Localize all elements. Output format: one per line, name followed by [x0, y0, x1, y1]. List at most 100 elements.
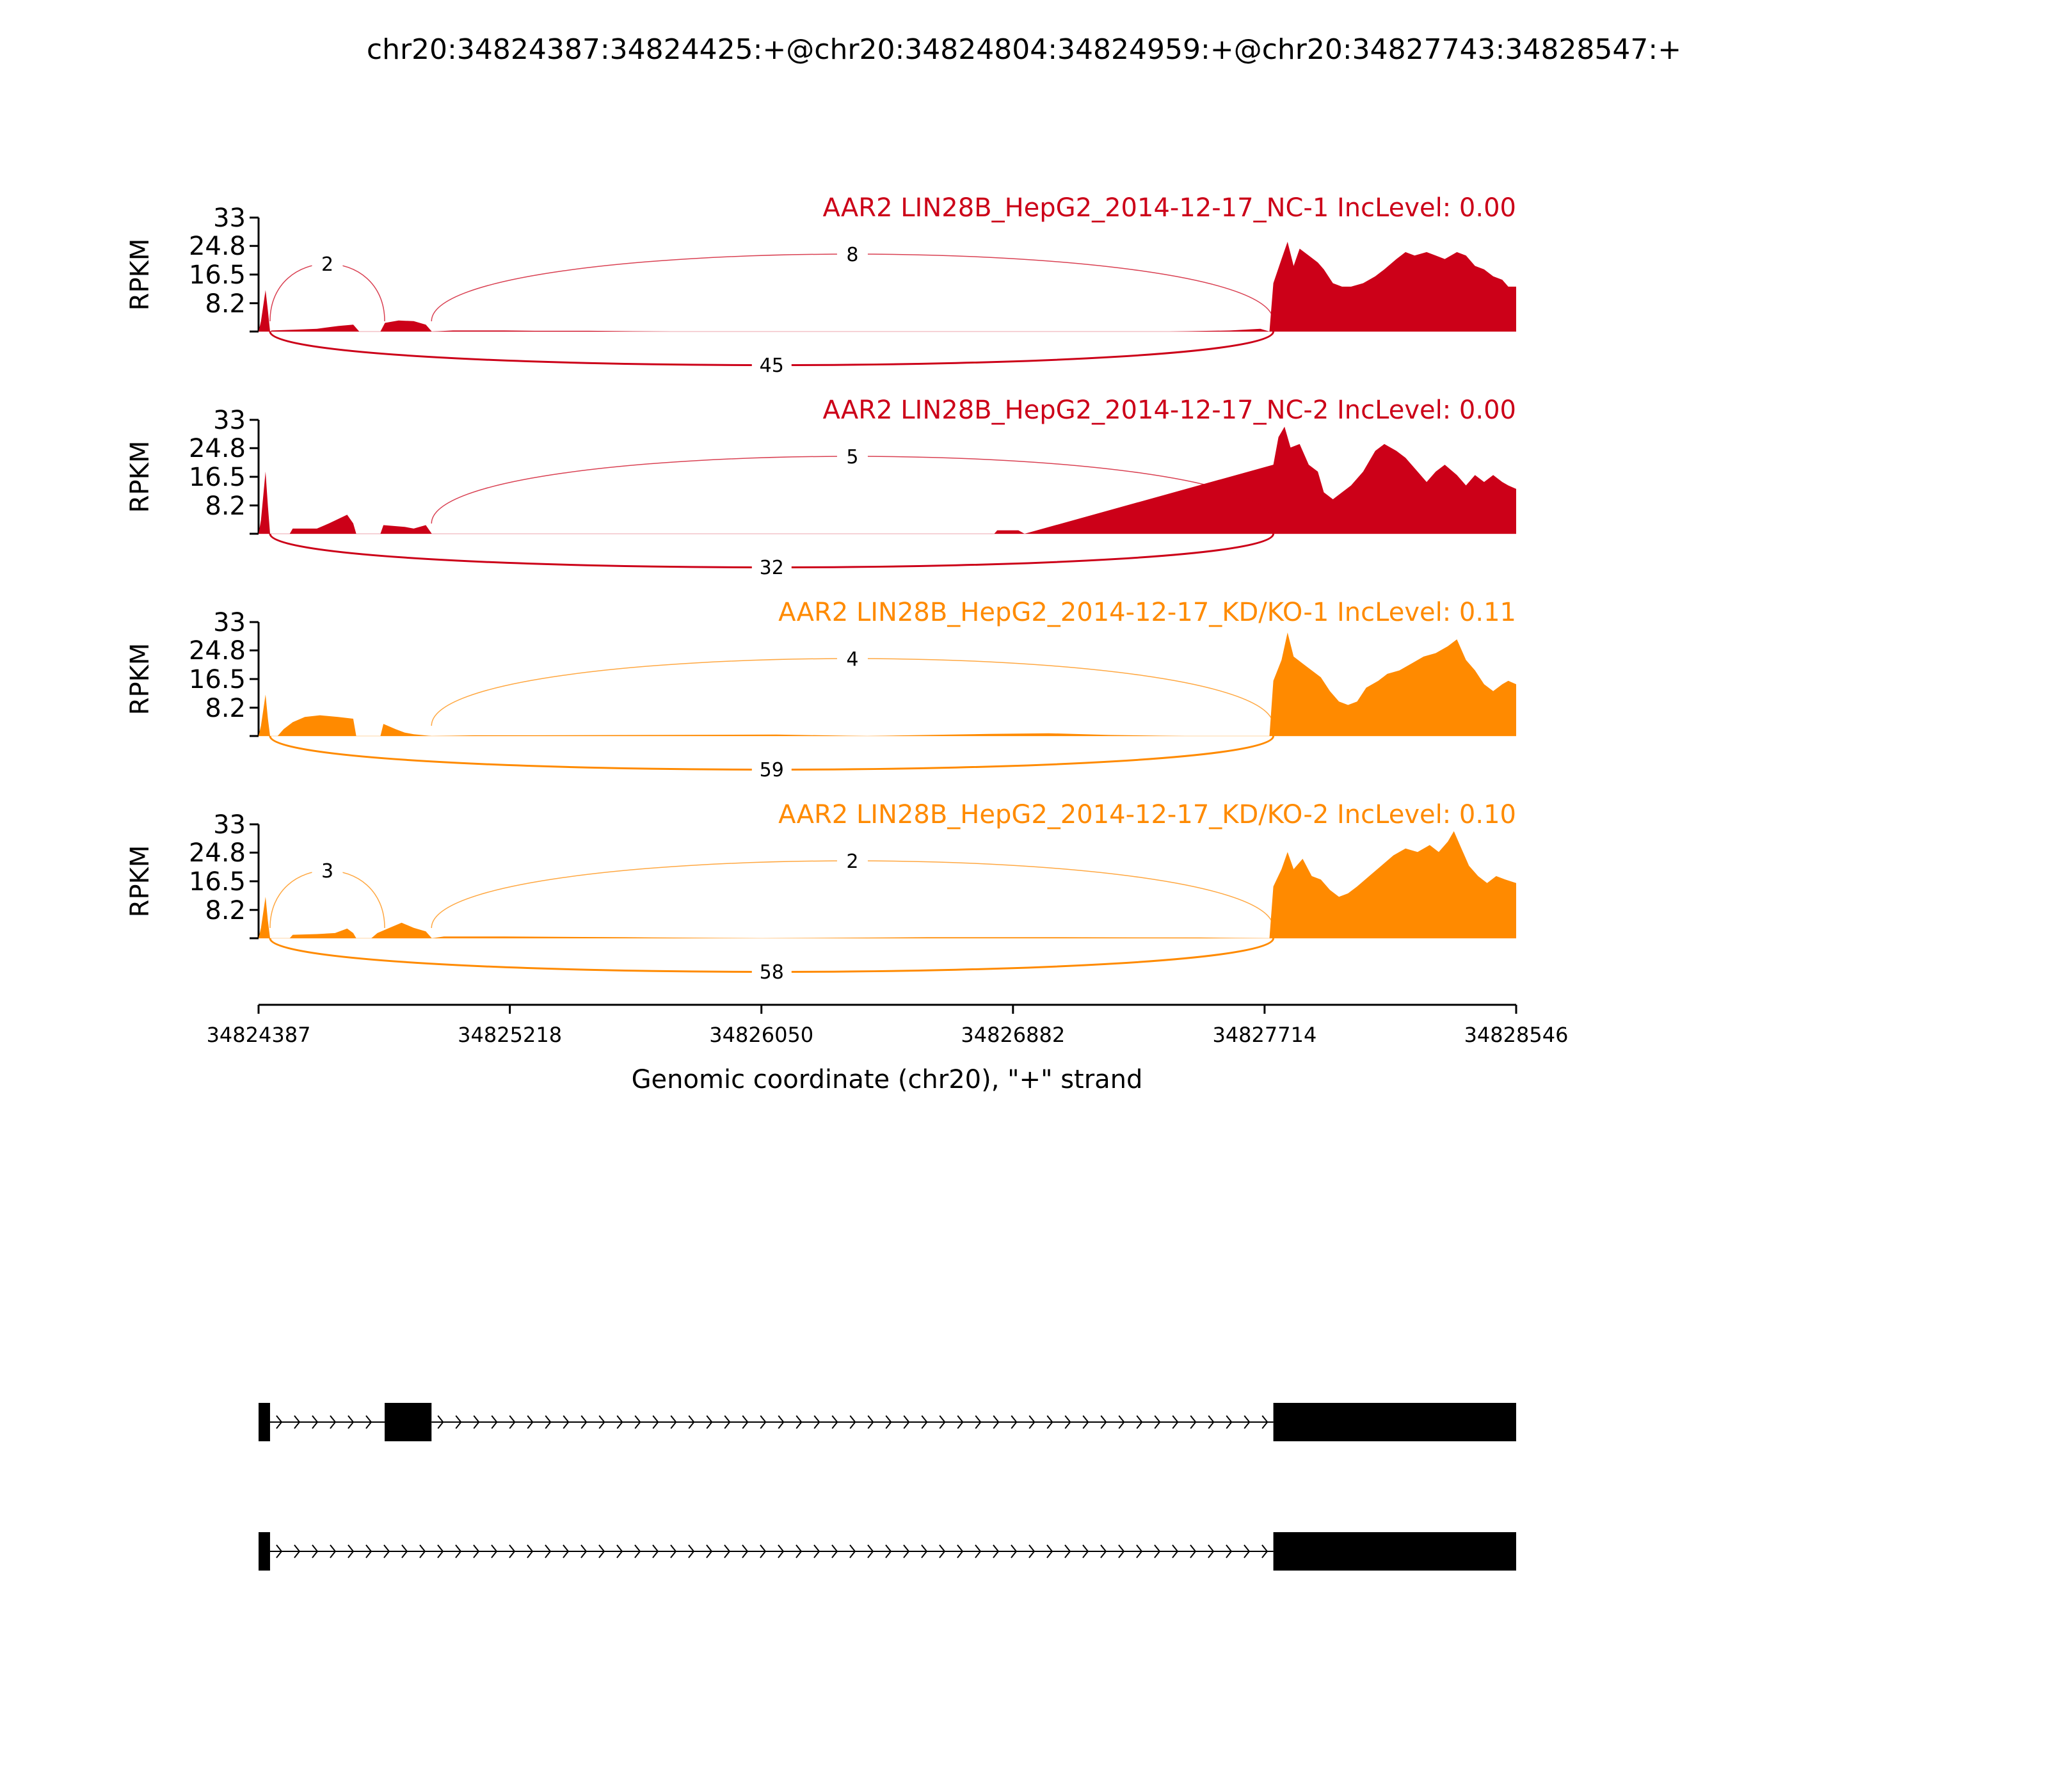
sample-title: AAR2 LIN28B_HepG2_2014-12-17_NC-2 IncLev… — [822, 396, 1516, 425]
coverage-area — [259, 632, 1516, 736]
transcript — [259, 1532, 1516, 1571]
x-tick-label: 34824387 — [207, 1023, 311, 1047]
strand-arrow — [1028, 1544, 1036, 1558]
sample-title: AAR2 LIN28B_HepG2_2014-12-17_KD/KO-1 Inc… — [778, 598, 1516, 627]
strand-arrow — [760, 1544, 767, 1558]
y-tick-label: 8.2 — [205, 492, 246, 521]
strand-arrow — [885, 1544, 892, 1558]
strand-arrow — [670, 1415, 677, 1429]
strand-arrow — [1064, 1544, 1071, 1558]
strand-arrow — [1261, 1415, 1268, 1429]
junction-label-bg — [751, 959, 792, 984]
strand-arrow — [383, 1544, 390, 1558]
strand-arrow — [652, 1544, 659, 1558]
strand-arrow — [975, 1415, 982, 1429]
strand-arrow — [706, 1544, 713, 1558]
junction-label-bg — [751, 554, 792, 580]
y-tick-label: 33 — [213, 810, 246, 840]
strand-arrow — [813, 1415, 820, 1429]
strand-arrow — [1226, 1544, 1233, 1558]
y-tick-label: 8.2 — [205, 289, 246, 319]
strand-arrow — [365, 1544, 372, 1558]
strand-arrow — [1244, 1415, 1251, 1429]
strand-arrow — [1154, 1415, 1161, 1429]
y-axis-label: RPKM — [125, 239, 155, 311]
junction-count-label: 4 — [846, 648, 858, 671]
strand-arrow — [1064, 1415, 1071, 1429]
strand-arrow — [616, 1415, 623, 1429]
strand-arrow — [1082, 1415, 1089, 1429]
strand-arrow — [598, 1544, 605, 1558]
y-tick-label: 16.5 — [189, 463, 246, 492]
strand-arrow — [563, 1544, 570, 1558]
strand-arrow — [437, 1544, 444, 1558]
strand-arrow — [312, 1415, 319, 1429]
strand-arrow — [294, 1415, 301, 1429]
junction-count-label: 45 — [760, 355, 784, 377]
strand-arrow — [688, 1415, 695, 1429]
strand-arrow — [365, 1415, 372, 1429]
strand-arrow — [1244, 1544, 1251, 1558]
strand-arrow — [1136, 1544, 1143, 1558]
strand-arrow — [634, 1415, 641, 1429]
strand-arrow — [437, 1415, 444, 1429]
y-tick-label: 24.8 — [189, 232, 246, 261]
strand-arrow — [473, 1415, 480, 1429]
junction-label-bg — [312, 858, 343, 883]
strand-arrow — [616, 1544, 623, 1558]
strand-arrow — [455, 1415, 462, 1429]
junction-count-label: 59 — [760, 759, 784, 781]
strand-arrow — [831, 1544, 838, 1558]
strand-arrow — [1082, 1544, 1089, 1558]
junction-count-label: 58 — [760, 961, 784, 984]
strand-arrow — [975, 1544, 982, 1558]
exon-block — [259, 1403, 270, 1441]
strand-arrow — [491, 1544, 498, 1558]
strand-arrow — [527, 1415, 534, 1429]
strand-arrow — [957, 1415, 964, 1429]
strand-arrow — [312, 1544, 319, 1558]
strand-arrow — [598, 1415, 605, 1429]
coverage-area — [259, 426, 1516, 534]
transcript — [259, 1403, 1516, 1441]
junction-count-label: 8 — [846, 244, 858, 266]
strand-arrow — [867, 1544, 874, 1558]
sample-title: AAR2 LIN28B_HepG2_2014-12-17_NC-1 IncLev… — [822, 193, 1516, 223]
strand-arrow — [276, 1415, 283, 1429]
strand-arrow — [491, 1415, 498, 1429]
strand-arrow — [849, 1415, 856, 1429]
strand-arrow — [545, 1415, 552, 1429]
strand-arrow — [742, 1544, 749, 1558]
strand-arrow — [885, 1415, 892, 1429]
junction-count-label: 2 — [846, 851, 858, 873]
junction-label-bg — [751, 756, 792, 782]
strand-arrow — [1136, 1415, 1143, 1429]
y-tick-label: 33 — [213, 204, 246, 233]
strand-arrow — [330, 1544, 337, 1558]
y-tick-label: 33 — [213, 608, 246, 637]
gene-model — [259, 1403, 1516, 1571]
x-tick-label: 34826050 — [709, 1023, 813, 1047]
y-tick-label: 24.8 — [189, 838, 246, 868]
y-tick-label: 16.5 — [189, 867, 246, 897]
strand-arrow — [1011, 1544, 1018, 1558]
y-tick-label: 24.8 — [189, 636, 246, 666]
strand-arrow — [563, 1415, 570, 1429]
strand-arrow — [509, 1415, 516, 1429]
y-tick-label: 33 — [213, 406, 246, 435]
strand-arrow — [401, 1544, 408, 1558]
strand-arrow — [1118, 1544, 1125, 1558]
exon-block — [259, 1532, 270, 1571]
exon-block — [385, 1403, 432, 1441]
strand-arrow — [580, 1415, 588, 1429]
strand-arrow — [1172, 1544, 1179, 1558]
strand-arrow — [831, 1415, 838, 1429]
strand-arrow — [1226, 1415, 1233, 1429]
x-tick-label: 34825218 — [458, 1023, 562, 1047]
coverage-area — [259, 831, 1516, 938]
strand-arrow — [903, 1544, 910, 1558]
junction-label-bg — [312, 251, 343, 276]
strand-arrow — [867, 1415, 874, 1429]
strand-arrow — [778, 1544, 785, 1558]
